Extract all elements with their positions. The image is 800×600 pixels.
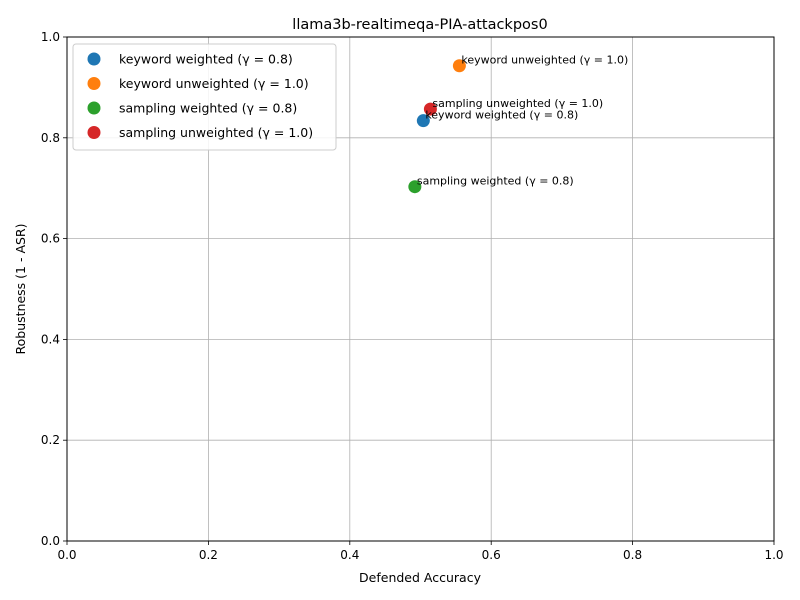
point-annotation: sampling unweighted (γ = 1.0) — [432, 97, 603, 110]
y-tick-label: 0.0 — [41, 534, 60, 548]
point-annotation: keyword unweighted (γ = 1.0) — [461, 54, 628, 67]
y-tick-label: 0.6 — [41, 232, 60, 246]
y-tick-label: 0.4 — [41, 332, 60, 346]
data-point — [416, 114, 430, 128]
y-tick-label: 0.8 — [41, 131, 60, 145]
legend-label: sampling weighted (γ = 0.8) — [119, 101, 297, 116]
x-tick-label: 0.0 — [57, 548, 76, 562]
data-points — [408, 59, 466, 194]
axis-ticks: 0.0 0.2 0.4 0.6 0.8 1.0 0.0 0.2 0.4 0.6 0.8 1.0 — [41, 30, 784, 562]
data-point — [408, 180, 422, 194]
x-tick-label: 0.8 — [623, 548, 642, 562]
x-tick-label: 0.4 — [340, 548, 359, 562]
point-annotations: keyword weighted (γ = 0.8) keyword unweig… — [417, 54, 628, 188]
y-tick-label: 0.2 — [41, 433, 60, 447]
legend-label: sampling unweighted (γ = 1.0) — [119, 125, 313, 140]
legend-label: keyword weighted (γ = 0.8) — [119, 52, 293, 67]
y-tick-label: 1.0 — [41, 30, 60, 44]
legend-frame — [72, 43, 337, 151]
legend-label: keyword unweighted (γ = 1.0) — [119, 76, 309, 91]
data-point — [423, 102, 437, 116]
legend-marker — [87, 101, 101, 115]
legend: keyword weighted (γ = 0.8) keyword unweig… — [72, 43, 337, 151]
x-tick-label: 0.2 — [199, 548, 218, 562]
legend-marker — [87, 52, 101, 66]
chart-title: llama3b-realtimeqa-PIA-attackpos0 — [292, 17, 547, 33]
x-axis-label: Defended Accuracy — [359, 570, 482, 585]
legend-marker — [87, 126, 101, 139]
plot-frame — [66, 36, 775, 542]
x-tick-label: 0.6 — [482, 548, 501, 562]
y-axis-label: Robustness (1 - ASR) — [13, 224, 28, 355]
legend-marker — [87, 77, 101, 90]
point-annotation: sampling weighted (γ = 0.8) — [417, 175, 574, 188]
point-annotation: keyword weighted (γ = 0.8) — [425, 109, 578, 122]
x-tick-label: 1.0 — [764, 548, 783, 562]
data-point — [452, 59, 466, 73]
